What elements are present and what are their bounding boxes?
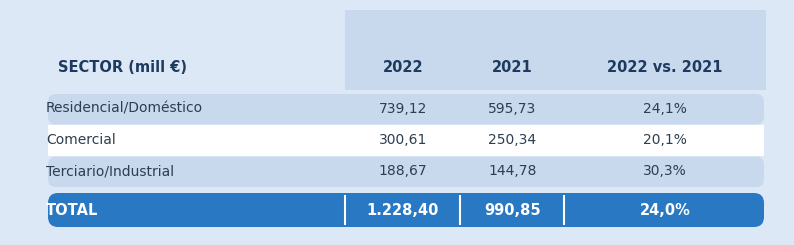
Text: 300,61: 300,61 (379, 133, 427, 147)
Text: 250,34: 250,34 (488, 133, 536, 147)
Text: 595,73: 595,73 (488, 102, 536, 116)
Text: Residencial/Doméstico: Residencial/Doméstico (46, 102, 203, 116)
Text: 188,67: 188,67 (379, 164, 427, 178)
Text: Comercial: Comercial (46, 133, 116, 147)
Text: 30,3%: 30,3% (643, 164, 687, 178)
FancyBboxPatch shape (345, 10, 461, 90)
Text: Terciario/Industrial: Terciario/Industrial (46, 164, 174, 178)
Text: 24,1%: 24,1% (643, 102, 687, 116)
Text: 144,78: 144,78 (488, 164, 536, 178)
FancyBboxPatch shape (48, 125, 764, 156)
Text: 2022: 2022 (383, 60, 423, 74)
Text: 990,85: 990,85 (484, 203, 541, 218)
Text: SECTOR (mill €): SECTOR (mill €) (58, 60, 187, 74)
FancyBboxPatch shape (48, 94, 764, 124)
Text: TOTAL: TOTAL (46, 203, 98, 218)
FancyBboxPatch shape (48, 193, 764, 227)
Text: 20,1%: 20,1% (643, 133, 687, 147)
FancyBboxPatch shape (18, 10, 776, 235)
FancyBboxPatch shape (564, 10, 766, 90)
FancyBboxPatch shape (461, 10, 564, 90)
FancyBboxPatch shape (48, 157, 764, 187)
Text: 1.228,40: 1.228,40 (367, 203, 439, 218)
Text: 739,12: 739,12 (379, 102, 427, 116)
Text: 2022 vs. 2021: 2022 vs. 2021 (607, 60, 723, 74)
Text: 24,0%: 24,0% (639, 203, 691, 218)
Text: 2021: 2021 (491, 60, 533, 74)
